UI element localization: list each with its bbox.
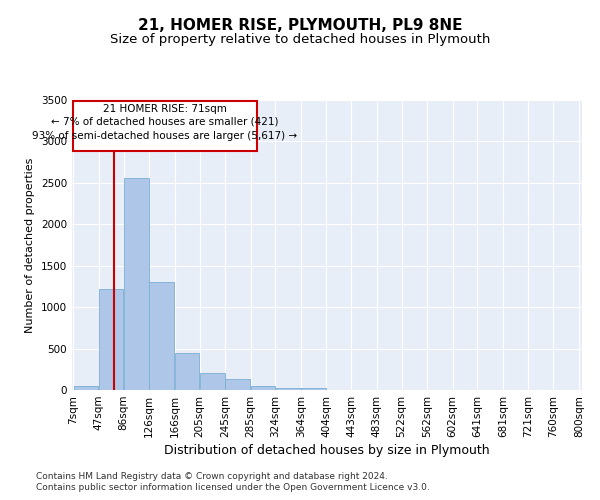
Bar xyxy=(149,282,175,390)
Bar xyxy=(124,178,149,390)
Y-axis label: Number of detached properties: Number of detached properties xyxy=(25,158,35,332)
Bar xyxy=(74,386,98,390)
Text: 21, HOMER RISE, PLYMOUTH, PL9 8NE: 21, HOMER RISE, PLYMOUTH, PL9 8NE xyxy=(138,18,462,32)
Text: Size of property relative to detached houses in Plymouth: Size of property relative to detached ho… xyxy=(110,32,490,46)
Bar xyxy=(99,289,124,390)
Bar xyxy=(175,352,199,390)
Text: Contains public sector information licensed under the Open Government Licence v3: Contains public sector information licen… xyxy=(36,484,430,492)
Text: Contains HM Land Registry data © Crown copyright and database right 2024.: Contains HM Land Registry data © Crown c… xyxy=(36,472,388,481)
Bar xyxy=(251,386,275,390)
Bar xyxy=(226,379,250,390)
Bar xyxy=(275,388,301,390)
Text: 21 HOMER RISE: 71sqm: 21 HOMER RISE: 71sqm xyxy=(103,104,227,114)
FancyBboxPatch shape xyxy=(73,101,257,152)
X-axis label: Distribution of detached houses by size in Plymouth: Distribution of detached houses by size … xyxy=(164,444,490,457)
Text: ← 7% of detached houses are smaller (421): ← 7% of detached houses are smaller (421… xyxy=(51,116,278,126)
Text: 93% of semi-detached houses are larger (5,617) →: 93% of semi-detached houses are larger (… xyxy=(32,132,298,141)
Bar xyxy=(301,388,326,390)
Bar xyxy=(200,374,224,390)
